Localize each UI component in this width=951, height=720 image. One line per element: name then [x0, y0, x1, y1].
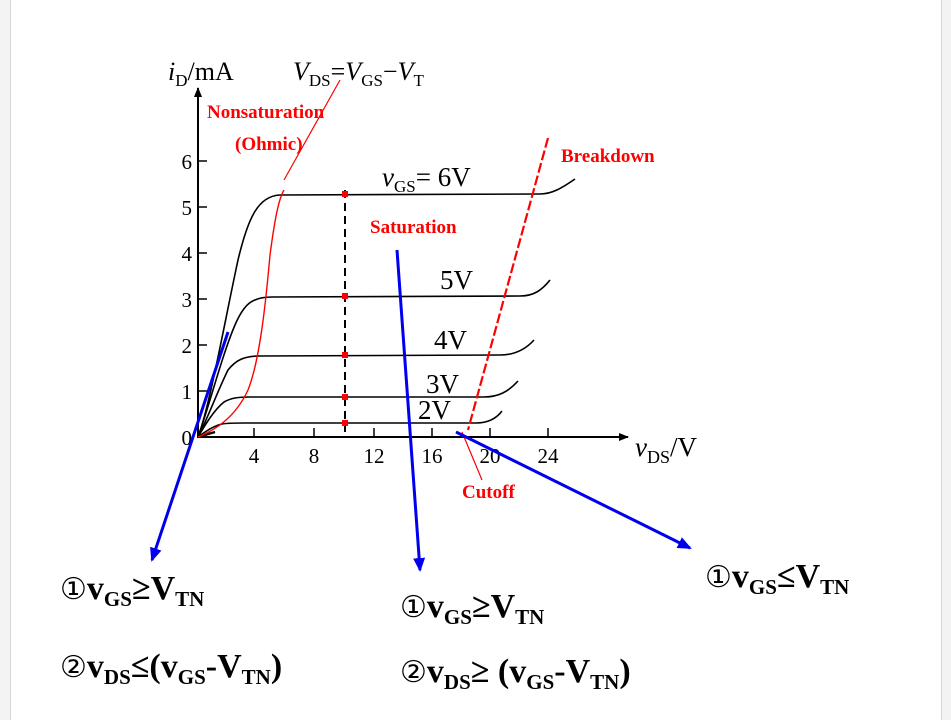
x-axis-label: vDS/V: [635, 432, 698, 467]
y-tick-label: 3: [182, 288, 193, 312]
x-tick-label: 8: [309, 444, 320, 468]
operating-point-markers: [342, 191, 348, 426]
nonsaturation-label: Nonsaturation: [207, 102, 325, 123]
curve-label-3v: 3V: [426, 369, 460, 399]
cutoff-condition-1: ①vGS≤VTN: [705, 558, 850, 599]
y-tick-label: 2: [182, 334, 193, 358]
x-tick-label: 16: [422, 444, 443, 468]
curve-label-5v: 5V: [440, 265, 474, 295]
y-ticks: [198, 160, 207, 392]
curve-label-vgs-6v: vGS= 6V: [382, 162, 471, 196]
saturation-condition-2: ②vDS≥ (vGS-VTN): [400, 653, 631, 694]
x-tick-label: 12: [364, 444, 385, 468]
arrow-saturation: [395, 249, 426, 572]
ohmic-condition-2: ②vDS≤(vGS-VTN): [60, 648, 283, 689]
cutoff-pointer: [461, 431, 483, 481]
cutoff-label: Cutoff: [462, 482, 515, 503]
blue-arrows: [150, 249, 692, 572]
y-tick-label: 5: [182, 196, 193, 220]
breakdown-label: Breakdown: [561, 146, 655, 167]
x-tick-label: 24: [538, 444, 560, 468]
y-tick-label: 0: [182, 426, 193, 450]
curve-vgs-3v: [197, 380, 519, 438]
boundary-equation-label: VDS=VGS−VT: [293, 57, 424, 90]
arrow-cutoff: [455, 430, 692, 550]
arrow-ohmic: [150, 331, 230, 562]
y-axis-label: iD/mA: [168, 57, 234, 90]
left-frame-border: [0, 0, 11, 720]
y-tick-label: 6: [182, 150, 193, 174]
curve-vgs-2v: [197, 410, 503, 438]
y-tick-label: 1: [182, 380, 193, 404]
curve-vgs-5v: [197, 279, 551, 438]
curve-label-4v: 4V: [434, 325, 468, 355]
boundary-curve: [197, 189, 285, 438]
ohmic-label: (Ohmic): [235, 134, 303, 155]
saturation-label: Saturation: [370, 217, 457, 238]
right-frame-border: [941, 0, 951, 720]
curve-vgs-4v: [197, 339, 535, 438]
boundary-pointer: [283, 79, 341, 181]
curve-label-2v: 2V: [418, 395, 452, 425]
ohmic-condition-1: ①vGS≥VTN: [60, 570, 205, 611]
breakdown-line: [466, 137, 550, 431]
saturation-condition-1: ①vGS≥VTN: [400, 588, 545, 629]
x-ticks: [253, 428, 549, 437]
x-tick-label: 4: [249, 444, 260, 468]
y-tick-label: 4: [182, 242, 193, 266]
